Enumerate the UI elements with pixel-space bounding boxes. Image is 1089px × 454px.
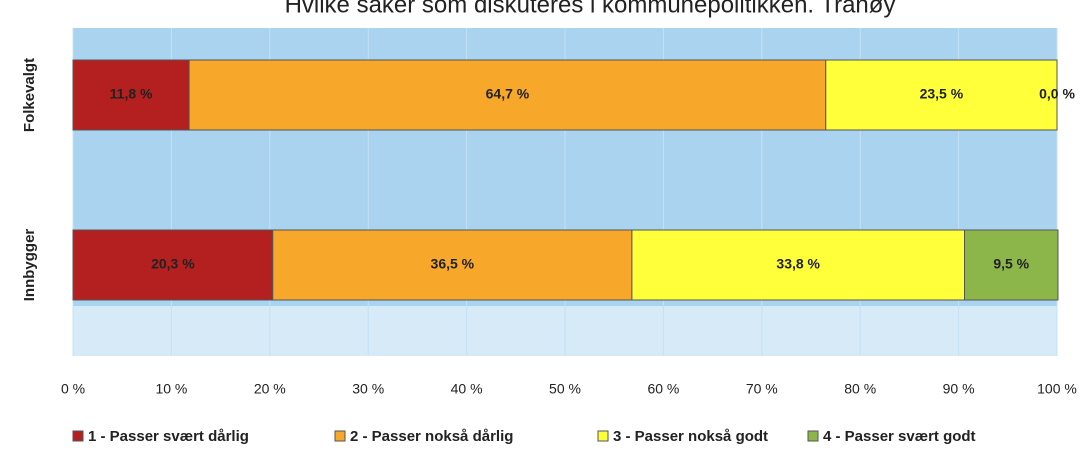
x-tick-label: 20 % xyxy=(254,381,286,397)
value-label: 36,5 % xyxy=(431,256,475,272)
legend-swatch xyxy=(334,430,346,442)
x-tick-label: 70 % xyxy=(746,381,778,397)
x-tick-label: 10 % xyxy=(155,381,187,397)
legend-label: 4 - Passer svært godt xyxy=(823,428,976,445)
value-label: 20,3 % xyxy=(151,256,195,272)
bar-segment xyxy=(72,229,274,301)
legend-swatch xyxy=(807,430,819,442)
legend-swatch xyxy=(597,430,609,442)
bar-segment xyxy=(631,229,966,301)
legend-label: 2 - Passer nokså dårlig xyxy=(350,428,513,445)
x-tick-label: 60 % xyxy=(647,381,679,397)
bar-segment xyxy=(188,59,827,131)
bar-segment xyxy=(964,229,1059,301)
bar-segment xyxy=(825,59,1058,131)
bar-segment xyxy=(72,59,190,131)
x-tick-label: 80 % xyxy=(844,381,876,397)
legend-swatch xyxy=(72,430,84,442)
value-label: 33,8 % xyxy=(776,256,820,272)
category-label: Folkevalgt xyxy=(21,58,38,132)
x-tick-label: 50 % xyxy=(549,381,581,397)
legend-label: 1 - Passer svært dårlig xyxy=(88,428,249,445)
x-tick-label: 100 % xyxy=(1037,381,1077,397)
x-tick-label: 40 % xyxy=(451,381,483,397)
x-tick-label: 90 % xyxy=(943,381,975,397)
legend-label: 3 - Passer nokså godt xyxy=(613,428,768,445)
x-tick-label: 0 % xyxy=(61,381,85,397)
value-label: 0,0 % xyxy=(1039,86,1075,102)
category-label: Innbygger xyxy=(21,229,38,302)
value-label: 11,8 % xyxy=(110,86,153,102)
value-label: 23,5 % xyxy=(920,86,964,102)
chart-title: Hvilke saker som diskuteres i kommunepol… xyxy=(285,0,896,18)
value-label: 9,5 % xyxy=(993,256,1029,272)
x-tick-label: 30 % xyxy=(352,381,384,397)
value-label: 64,7 % xyxy=(486,86,530,102)
